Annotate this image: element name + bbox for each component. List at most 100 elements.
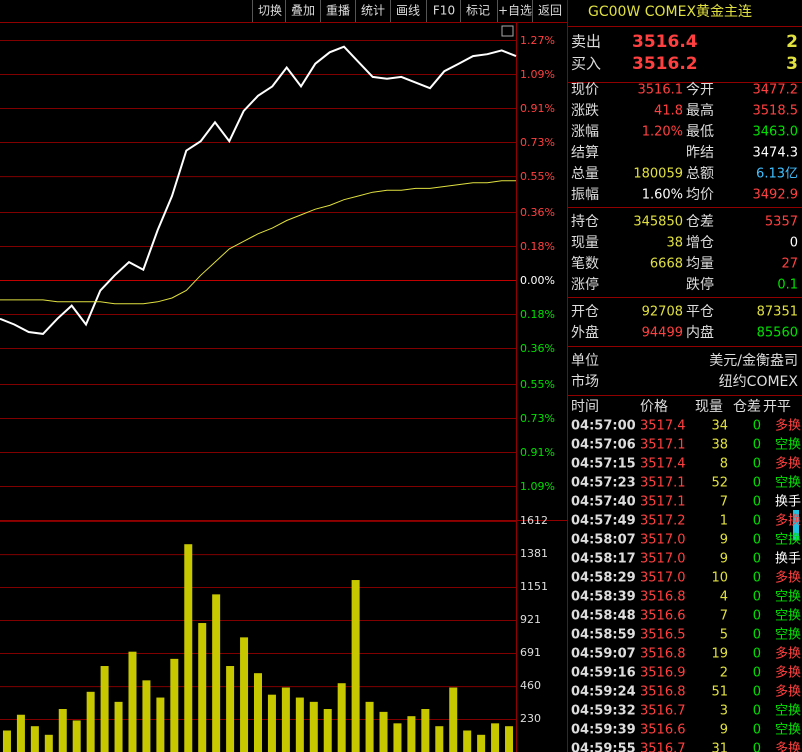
y-tick-label: 0.73% xyxy=(520,136,555,149)
y-tick-label: 691 xyxy=(520,646,541,659)
toolbar-button[interactable]: 叠加 xyxy=(291,4,315,18)
toolbar-button[interactable]: 统计 xyxy=(361,4,385,18)
quote-label: 今开 xyxy=(686,82,714,98)
toolbar-button[interactable]: 切换 xyxy=(258,4,282,18)
tick-price: 3517.1 xyxy=(640,438,686,453)
tick-price: 3516.7 xyxy=(640,742,686,752)
toolbar-button[interactable]: 返回 xyxy=(538,4,562,18)
quote-label: 涨幅 xyxy=(571,124,599,140)
tick-vol: 8 xyxy=(720,457,728,472)
volume-bar xyxy=(477,734,486,752)
tick-time: 04:57:15 xyxy=(571,457,636,472)
volume-bar xyxy=(421,709,430,752)
quote-label: 均价 xyxy=(686,187,714,203)
tick-type: 多换 xyxy=(775,665,801,681)
tick-type: 空换 xyxy=(775,533,801,548)
volume-bar xyxy=(86,691,95,752)
tick-time: 04:59:32 xyxy=(571,704,636,719)
bidask-qty: 3 xyxy=(786,54,798,74)
tick-price: 3517.2 xyxy=(640,514,686,529)
toolbar-button[interactable]: 重播 xyxy=(326,4,350,18)
tick-diff: 0 xyxy=(753,552,761,567)
volume-bar xyxy=(351,580,360,752)
tick-price: 3517.0 xyxy=(640,533,686,548)
tick-price: 3517.0 xyxy=(640,571,686,586)
tick-diff: 0 xyxy=(753,742,761,752)
tick-diff: 0 xyxy=(753,571,761,586)
tick-time: 04:59:55 xyxy=(571,742,636,752)
tick-time: 04:59:24 xyxy=(571,685,636,700)
tick-vol: 9 xyxy=(720,552,728,567)
tick-diff: 0 xyxy=(753,666,761,681)
scrollbar[interactable] xyxy=(793,510,799,540)
bidask-label: 卖出 xyxy=(571,33,601,51)
tick-diff: 0 xyxy=(753,628,761,643)
y-tick-label: 230 xyxy=(520,712,541,725)
volume-bar xyxy=(254,673,262,752)
quote-value: 27 xyxy=(781,257,798,272)
quote-label: 跌停 xyxy=(686,276,714,293)
quote-label: 振幅 xyxy=(571,187,599,203)
volume-bar xyxy=(170,658,179,752)
y-tick-label: 0.91% xyxy=(520,102,555,115)
volume-bar xyxy=(281,687,290,752)
tick-vol: 1 xyxy=(720,514,728,529)
toolbar-button[interactable]: F10 xyxy=(433,4,455,18)
tick-type: 多换 xyxy=(775,456,801,472)
price-line xyxy=(0,45,517,335)
quote-label: 笔数 xyxy=(571,256,599,272)
table-header: 现量 xyxy=(695,399,723,415)
y-tick-label: 1.27% xyxy=(520,34,555,47)
quote-value: 0.1 xyxy=(777,278,798,293)
volume-bar xyxy=(323,709,332,752)
volume-bar xyxy=(393,723,402,752)
tick-time: 04:59:39 xyxy=(571,723,636,738)
toolbar-button[interactable]: 画线 xyxy=(396,4,420,18)
volume-bar xyxy=(379,711,388,752)
volume-bar xyxy=(44,734,53,752)
tick-diff: 0 xyxy=(753,476,761,491)
tick-vol: 31 xyxy=(711,742,728,752)
quote-value: 180059 xyxy=(633,167,683,182)
tick-price: 3516.8 xyxy=(640,685,686,700)
volume-bar xyxy=(407,716,416,752)
tick-vol: 9 xyxy=(720,723,728,738)
tick-vol: 9 xyxy=(720,533,728,548)
quote-label: 仓差 xyxy=(686,214,714,230)
tick-diff: 0 xyxy=(753,647,761,662)
tick-vol: 4 xyxy=(720,590,728,605)
tick-time: 04:59:16 xyxy=(571,666,636,681)
tick-vol: 7 xyxy=(720,609,728,624)
toolbar-button[interactable]: 标记 xyxy=(466,4,490,18)
tick-type: 多换 xyxy=(775,418,801,434)
quote-label: 现量 xyxy=(571,235,599,251)
quote-label: 总量 xyxy=(571,166,599,182)
tick-price: 3517.4 xyxy=(640,419,686,434)
volume-bar xyxy=(2,730,11,752)
info-value: 纽约COMEX xyxy=(719,374,799,390)
y-tick-label: 1.09% xyxy=(520,480,555,493)
window-button[interactable] xyxy=(501,25,514,37)
tick-vol: 34 xyxy=(711,419,728,434)
y-tick-label: 1151 xyxy=(520,580,548,593)
volume-bar xyxy=(142,680,151,752)
toolbar-button[interactable]: +自选 xyxy=(498,4,532,18)
quote-value: 1.60% xyxy=(642,188,683,203)
quote-value: 345850 xyxy=(633,215,683,230)
tick-diff: 0 xyxy=(753,609,761,624)
volume-bar xyxy=(449,687,458,752)
quote-value: 85560 xyxy=(757,326,798,341)
table-header: 开平 xyxy=(763,399,791,415)
tick-time: 04:58:17 xyxy=(571,552,636,567)
tick-price: 3516.8 xyxy=(640,590,686,605)
bidask-label: 买入 xyxy=(571,55,601,73)
info-value: 美元/金衡盎司 xyxy=(709,353,798,369)
quote-label: 外盘 xyxy=(571,324,599,341)
tick-time: 04:57:00 xyxy=(571,419,636,434)
volume-bar xyxy=(128,651,137,752)
quote-value: 3518.5 xyxy=(753,104,799,119)
volume-bar xyxy=(267,694,276,752)
tick-time: 04:57:40 xyxy=(571,495,636,510)
y-tick-label: 0.91% xyxy=(520,446,555,459)
quote-label: 涨跌 xyxy=(571,103,599,119)
